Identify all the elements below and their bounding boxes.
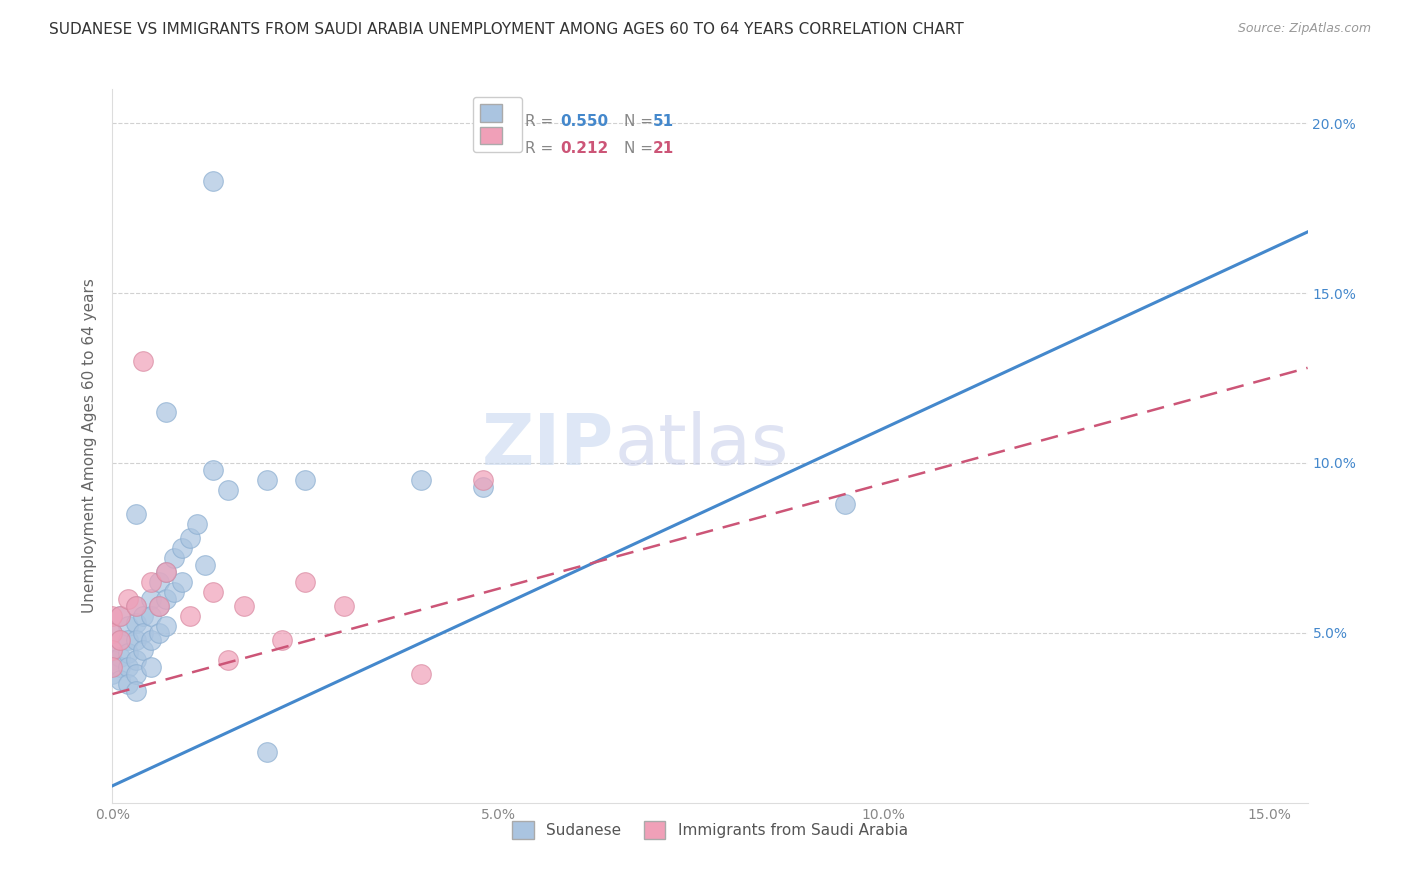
Text: 0.550: 0.550 xyxy=(561,114,609,129)
Point xyxy=(108,632,131,647)
Point xyxy=(117,632,139,647)
Point xyxy=(232,599,254,613)
Point xyxy=(101,666,124,681)
Point xyxy=(201,174,224,188)
Point xyxy=(294,574,316,589)
Text: R =: R = xyxy=(524,141,558,156)
Y-axis label: Unemployment Among Ages 60 to 64 years: Unemployment Among Ages 60 to 64 years xyxy=(82,278,97,614)
Point xyxy=(155,565,177,579)
Point xyxy=(139,574,162,589)
Point xyxy=(148,599,170,613)
Point xyxy=(132,608,155,623)
Text: ZIP: ZIP xyxy=(482,411,614,481)
Text: atlas: atlas xyxy=(614,411,789,481)
Point xyxy=(132,626,155,640)
Point xyxy=(155,405,177,419)
Point xyxy=(201,585,224,599)
Point xyxy=(471,473,494,487)
Point xyxy=(101,626,124,640)
Point xyxy=(117,619,139,633)
Point xyxy=(132,643,155,657)
Point xyxy=(139,608,162,623)
Point xyxy=(108,673,131,688)
Point xyxy=(194,558,217,572)
Point xyxy=(101,608,124,623)
Point xyxy=(217,653,239,667)
Point xyxy=(256,745,278,759)
Point xyxy=(101,626,124,640)
Text: 51: 51 xyxy=(652,114,673,129)
Point xyxy=(139,660,162,674)
Point xyxy=(124,632,146,647)
Point xyxy=(117,660,139,674)
Point xyxy=(117,646,139,660)
Point xyxy=(217,483,239,498)
Point xyxy=(186,517,208,532)
Point xyxy=(155,591,177,606)
Point xyxy=(179,531,201,545)
Point xyxy=(148,574,170,589)
Point xyxy=(108,608,131,623)
Point xyxy=(124,599,146,613)
Point xyxy=(148,626,170,640)
Point xyxy=(124,666,146,681)
Point xyxy=(124,615,146,630)
Point xyxy=(124,599,146,613)
Text: 0.212: 0.212 xyxy=(561,141,609,156)
Text: R =: R = xyxy=(524,114,558,129)
Point xyxy=(101,653,124,667)
Point xyxy=(108,649,131,664)
Point xyxy=(409,473,432,487)
Text: Source: ZipAtlas.com: Source: ZipAtlas.com xyxy=(1237,22,1371,36)
Point xyxy=(179,608,201,623)
Point xyxy=(139,591,162,606)
Point xyxy=(155,565,177,579)
Point xyxy=(271,632,294,647)
Text: N =: N = xyxy=(624,141,658,156)
Point xyxy=(834,497,856,511)
Point xyxy=(108,632,131,647)
Point xyxy=(163,585,186,599)
Point xyxy=(108,660,131,674)
Point xyxy=(256,473,278,487)
Point xyxy=(471,480,494,494)
Point xyxy=(132,354,155,368)
Point xyxy=(108,608,131,623)
Point xyxy=(101,660,124,674)
Text: SUDANESE VS IMMIGRANTS FROM SAUDI ARABIA UNEMPLOYMENT AMONG AGES 60 TO 64 YEARS : SUDANESE VS IMMIGRANTS FROM SAUDI ARABIA… xyxy=(49,22,965,37)
Point xyxy=(333,599,356,613)
Point xyxy=(124,653,146,667)
Point xyxy=(409,666,432,681)
Point xyxy=(201,463,224,477)
Point xyxy=(170,574,193,589)
Point xyxy=(155,619,177,633)
Point xyxy=(148,599,170,613)
Point xyxy=(124,683,146,698)
Point xyxy=(117,677,139,691)
Legend: Sudanese, Immigrants from Saudi Arabia: Sudanese, Immigrants from Saudi Arabia xyxy=(506,815,914,845)
Point xyxy=(294,473,316,487)
Point xyxy=(117,591,139,606)
Point xyxy=(163,551,186,566)
Text: 21: 21 xyxy=(652,141,673,156)
Point xyxy=(170,541,193,555)
Point xyxy=(101,643,124,657)
Text: N =: N = xyxy=(624,114,658,129)
Point xyxy=(124,507,146,521)
Point xyxy=(101,643,124,657)
Point xyxy=(139,632,162,647)
